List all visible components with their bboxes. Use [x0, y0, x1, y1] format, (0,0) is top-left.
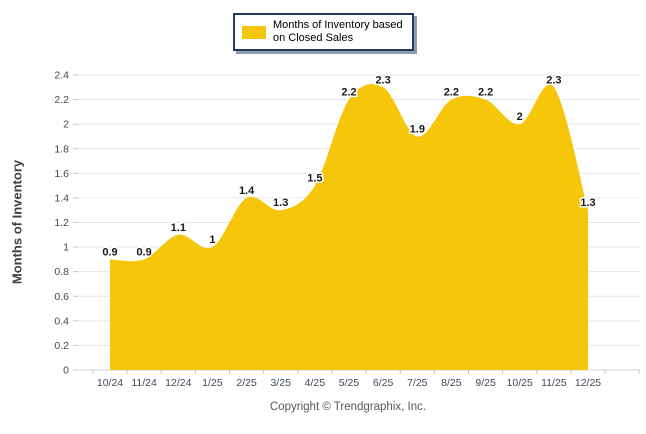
legend-swatch-icon	[242, 25, 266, 39]
data-label: 2.3	[375, 74, 390, 86]
x-tick-label: 3/25	[270, 377, 291, 389]
copyright-text: Copyright © Trendgraphix, Inc.	[269, 401, 427, 413]
y-tick-label: 2.4	[54, 70, 69, 82]
y-tick-label: 0.4	[54, 315, 69, 327]
x-tick-label: 4/25	[305, 377, 326, 389]
x-tick-label: 7/25	[407, 377, 428, 389]
x-tick-label: 10/25	[507, 377, 533, 389]
data-label: 1.5	[307, 173, 322, 185]
x-tick-label: 1/25	[202, 377, 223, 389]
y-tick-label: 0.8	[54, 266, 69, 278]
x-tick-label: 5/25	[339, 377, 360, 389]
y-tick-label: 0	[63, 365, 69, 377]
x-tick-label: 12/25	[575, 377, 601, 389]
data-label: 0.9	[102, 246, 117, 258]
data-label: 1.4	[239, 185, 255, 197]
data-label: 1.3	[580, 197, 595, 209]
x-tick-label: 8/25	[441, 377, 462, 389]
data-label: 2.2	[341, 87, 356, 99]
area-series	[110, 84, 588, 370]
data-label: 1.9	[410, 124, 425, 136]
data-label: 2	[517, 111, 523, 123]
legend-box: Months of Inventory based on Closed Sale…	[233, 13, 414, 51]
data-label: 2.3	[546, 74, 561, 86]
y-axis-title: Months of Inventory	[9, 159, 25, 285]
x-tick-label: 9/25	[475, 377, 496, 389]
legend-label-line1: Months of Inventory based	[273, 19, 403, 31]
x-tick-label: 11/25	[541, 377, 567, 389]
y-tick-label: 0.2	[54, 340, 69, 352]
x-tick-label: 12/24	[165, 377, 191, 389]
x-tick-label: 2/25	[236, 377, 257, 389]
data-label: 2.2	[444, 87, 459, 99]
y-tick-label: 2.2	[54, 94, 69, 106]
data-label: 1.1	[171, 222, 186, 234]
legend-label: Months of Inventory based on Closed Sale…	[273, 19, 403, 45]
y-tick-label: 2	[63, 119, 69, 131]
data-label: 2.2	[478, 87, 493, 99]
y-tick-label: 1.6	[54, 168, 69, 180]
y-tick-label: 1.4	[54, 192, 69, 204]
legend-label-line2: on Closed Sales	[273, 32, 354, 44]
data-label: 0.9	[136, 246, 151, 258]
x-tick-label: 10/24	[97, 377, 123, 389]
y-tick-label: 0.6	[54, 291, 69, 303]
y-tick-label: 1.2	[54, 217, 69, 229]
x-tick-label: 11/24	[131, 377, 157, 389]
y-tick-label: 1.8	[54, 143, 69, 155]
x-tick-label: 6/25	[373, 377, 394, 389]
data-label: 1	[209, 234, 215, 246]
y-tick-label: 1	[63, 242, 69, 254]
data-label: 1.3	[273, 197, 288, 209]
